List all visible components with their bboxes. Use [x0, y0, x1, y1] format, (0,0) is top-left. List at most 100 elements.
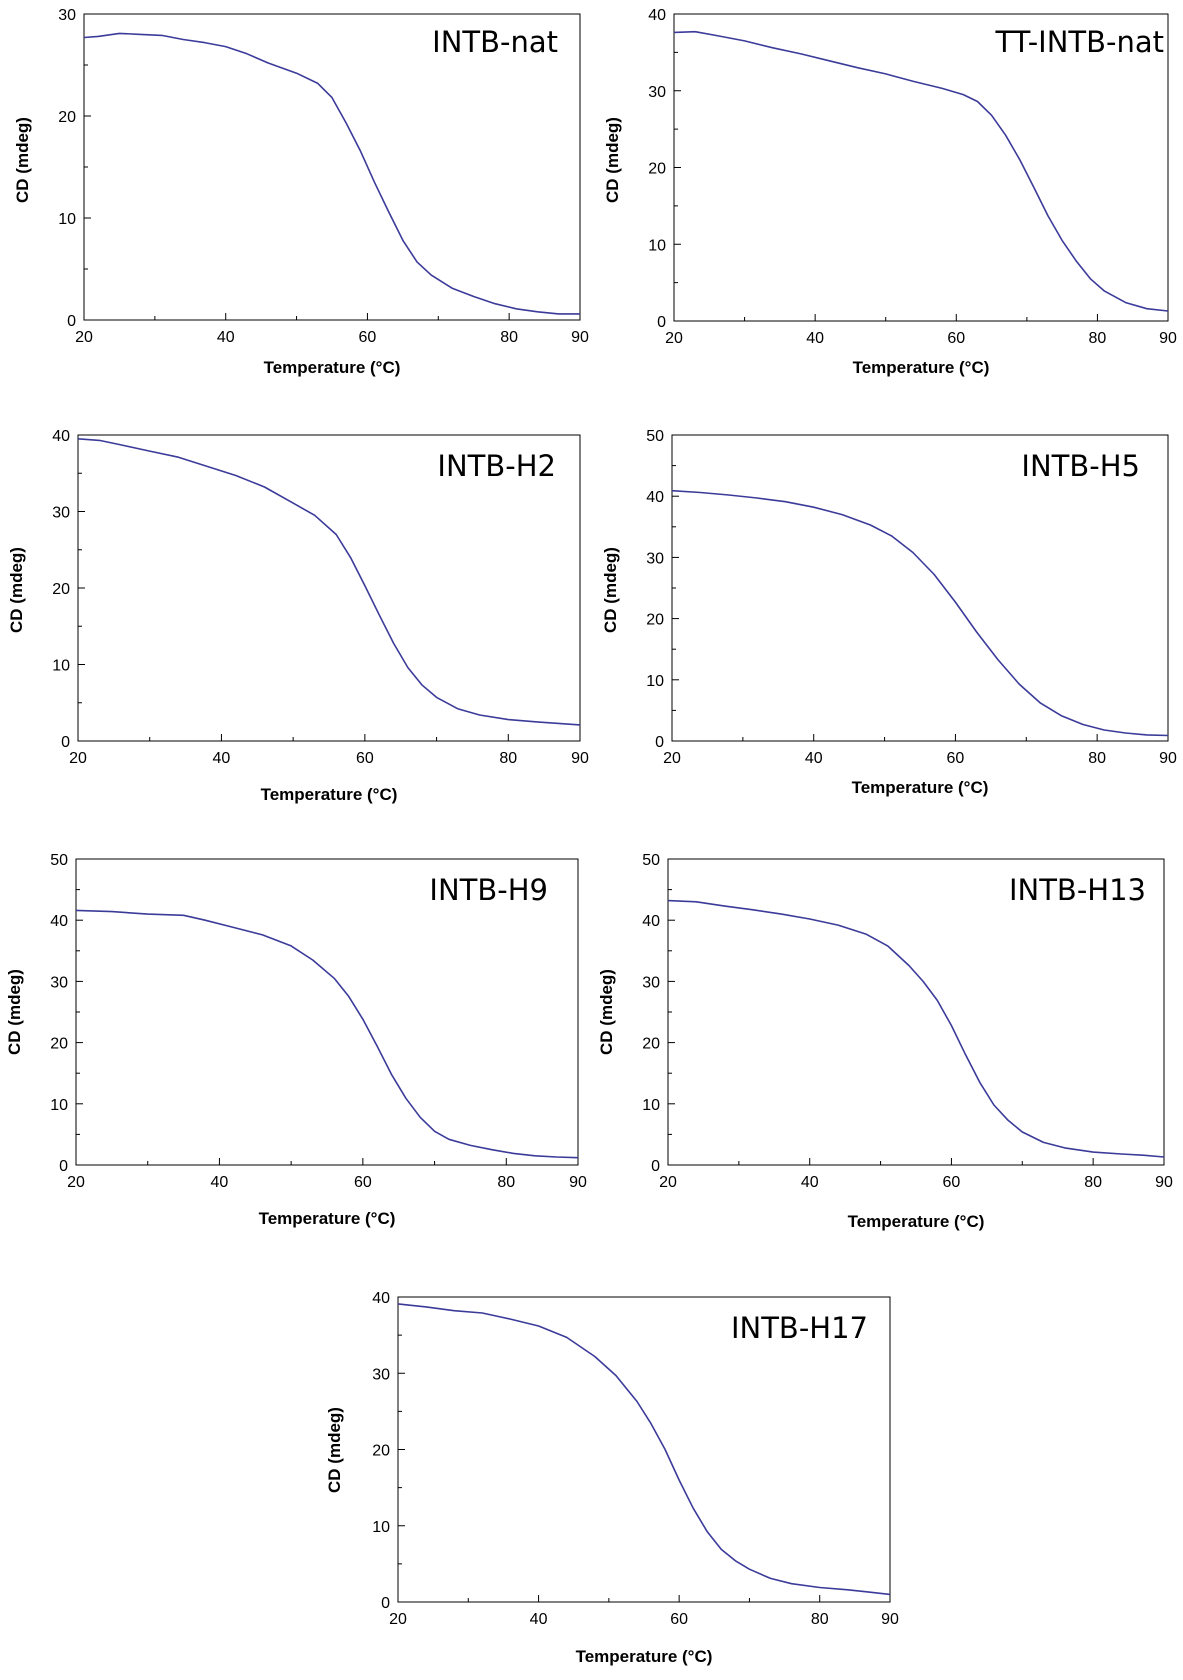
- x-axis-title: Temperature (°C): [259, 1209, 396, 1228]
- panel-title: TT-INTB-nat: [994, 25, 1164, 59]
- y-tick-label: 20: [646, 612, 664, 629]
- y-axis-title: CD (mdeg): [601, 547, 620, 633]
- cd-curve-line: [75, 909, 579, 1159]
- panel-title: INTB-nat: [432, 25, 558, 59]
- y-tick-label: 20: [642, 1036, 660, 1053]
- x-axis-title: Temperature (°C): [261, 785, 398, 804]
- x-tick-label: 90: [1159, 330, 1177, 347]
- y-tick-label: 40: [642, 913, 660, 930]
- chart-panel: 0 10 20 30 20 40 60 80 90 Temperature (°C) CD (mde…: [13, 7, 589, 377]
- x-tick-label: 40: [805, 750, 823, 767]
- y-tick-label: 50: [646, 428, 664, 445]
- x-tick-label: 40: [217, 329, 235, 346]
- x-tick-label: 20: [69, 750, 87, 767]
- y-tick-label: 20: [50, 1036, 68, 1053]
- x-tick-label: 90: [571, 750, 589, 767]
- x-tick-label: 60: [354, 1174, 372, 1191]
- y-tick-label: 20: [648, 161, 666, 178]
- y-axis-title: CD (mdeg): [5, 969, 24, 1055]
- y-tick-label: 50: [642, 852, 660, 869]
- x-tick-label: 60: [943, 1174, 961, 1191]
- x-tick-label: 60: [670, 1611, 688, 1628]
- x-tick-label: 90: [571, 329, 589, 346]
- y-tick-label: 0: [657, 314, 666, 331]
- x-tick-label: 40: [806, 330, 824, 347]
- x-tick-label: 20: [663, 750, 681, 767]
- y-tick-label: 0: [655, 734, 664, 751]
- y-tick-label: 30: [648, 84, 666, 101]
- x-tick-label: 20: [665, 330, 683, 347]
- panel-title: INTB-H13: [1009, 873, 1146, 907]
- y-axis-title: CD (mdeg): [13, 117, 32, 203]
- chart-panel: 0 10 20 30 40 20 40 60 80 90 Temperature (°C) CD (m…: [325, 1290, 899, 1666]
- plot-frame: [673, 13, 1169, 322]
- x-tick-label: 60: [947, 330, 965, 347]
- y-tick-label: 10: [58, 211, 76, 228]
- x-tick-label: 20: [389, 1611, 407, 1628]
- chart-panel: 0 10 20 30 40 50 20 40 60 80 90 Temperature (°C) CD …: [597, 852, 1173, 1231]
- y-tick-label: 20: [58, 109, 76, 126]
- x-tick-label: 20: [67, 1174, 85, 1191]
- y-tick-label: 40: [372, 1290, 390, 1307]
- y-tick-label: 0: [61, 734, 70, 751]
- y-tick-label: 10: [372, 1519, 390, 1536]
- x-axis-title: Temperature (°C): [852, 778, 989, 797]
- x-tick-label: 80: [1088, 750, 1106, 767]
- y-tick-label: 20: [372, 1443, 390, 1460]
- y-tick-label: 10: [648, 237, 666, 254]
- x-tick-label: 60: [359, 329, 377, 346]
- y-tick-label: 0: [59, 1158, 68, 1175]
- y-tick-label: 30: [646, 550, 664, 567]
- x-tick-label: 40: [530, 1611, 548, 1628]
- cd-curve-line: [397, 1303, 891, 1596]
- cd-curve-line: [667, 899, 1165, 1158]
- x-tick-label: 80: [811, 1611, 829, 1628]
- x-axis-title: Temperature (°C): [853, 358, 990, 377]
- x-tick-label: 60: [356, 750, 374, 767]
- y-axis-title: CD (mdeg): [325, 1407, 344, 1493]
- y-tick-label: 30: [642, 974, 660, 991]
- x-tick-label: 40: [211, 1174, 229, 1191]
- cd-curve-line: [77, 438, 581, 726]
- y-tick-label: 0: [651, 1158, 660, 1175]
- x-tick-label: 80: [1089, 330, 1107, 347]
- x-tick-label: 80: [500, 329, 518, 346]
- x-tick-label: 90: [1159, 750, 1177, 767]
- y-tick-label: 20: [52, 581, 70, 598]
- x-tick-label: 80: [499, 750, 517, 767]
- panel-title: INTB-H9: [429, 873, 548, 907]
- y-tick-label: 40: [52, 428, 70, 445]
- y-tick-label: 30: [52, 505, 70, 522]
- cd-curve-line: [671, 489, 1169, 737]
- x-tick-label: 40: [213, 750, 231, 767]
- x-tick-label: 60: [947, 750, 965, 767]
- y-tick-label: 10: [52, 658, 70, 675]
- x-tick-label: 20: [75, 329, 93, 346]
- x-tick-label: 90: [569, 1174, 587, 1191]
- y-axis-title: CD (mdeg): [603, 117, 622, 203]
- plot-frame: [83, 13, 581, 321]
- y-axis-title: CD (mdeg): [597, 969, 616, 1055]
- y-tick-label: 0: [381, 1595, 390, 1612]
- y-tick-label: 10: [646, 673, 664, 690]
- x-axis-title: Temperature (°C): [576, 1647, 713, 1666]
- chart-panel: 0 10 20 30 40 20 40 60 80 90 Temperature (°C) CD (m…: [603, 7, 1177, 377]
- panel-title: INTB-H2: [437, 449, 556, 483]
- x-tick-label: 20: [659, 1174, 677, 1191]
- y-tick-label: 30: [58, 7, 76, 24]
- y-tick-label: 30: [50, 974, 68, 991]
- chart-panel: 0 10 20 30 40 20 40 60 80 90 Temperature (°C) CD (m…: [7, 428, 589, 804]
- panel-title: INTB-H17: [731, 1311, 868, 1345]
- y-tick-label: 40: [648, 7, 666, 24]
- y-tick-label: 30: [372, 1366, 390, 1383]
- x-tick-label: 90: [1155, 1174, 1173, 1191]
- x-tick-label: 40: [801, 1174, 819, 1191]
- y-tick-label: 40: [646, 489, 664, 506]
- x-tick-label: 90: [881, 1611, 899, 1628]
- cd-curve-line: [83, 32, 580, 315]
- y-tick-label: 0: [67, 313, 76, 330]
- y-tick-label: 50: [50, 852, 68, 869]
- x-tick-label: 80: [497, 1174, 515, 1191]
- y-tick-label: 10: [642, 1097, 660, 1114]
- chart-panel: 0 10 20 30 40 50 20 40 60 80 90 Temperature (°C) CD …: [5, 852, 587, 1228]
